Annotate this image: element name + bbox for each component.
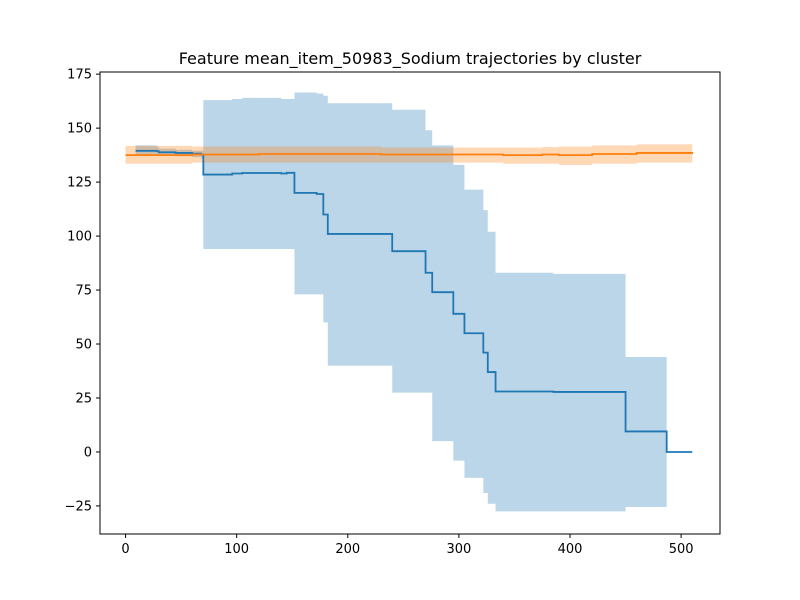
y-axis: −25 0 25 50 75 100 125 150 175 [65, 68, 100, 514]
x-tick-label: 100 [224, 542, 249, 557]
y-tick-label: 75 [75, 284, 92, 299]
y-tick-label: 25 [75, 391, 92, 406]
x-tick-label: 0 [121, 542, 129, 557]
y-tick-label: 100 [67, 230, 92, 245]
x-tick-label: 300 [446, 542, 471, 557]
series-1-band [135, 92, 693, 512]
series-lines [125, 149, 694, 453]
y-tick-label: 50 [75, 338, 92, 353]
x-axis: 0 100 200 300 400 500 [121, 534, 694, 557]
x-tick-label: 500 [669, 542, 694, 557]
y-tick-label: −25 [65, 499, 92, 514]
x-tick-label: 400 [558, 542, 583, 557]
y-tick-label: 0 [84, 445, 92, 460]
y-tick-label: 175 [67, 68, 92, 83]
plot-frame [99, 71, 721, 535]
series-2-line [125, 152, 694, 157]
x-tick-label: 200 [335, 542, 360, 557]
y-tick-label: 125 [67, 176, 92, 191]
chart-title: Feature mean_item_50983_Sodium trajector… [179, 49, 642, 69]
y-tick-label: 150 [67, 122, 92, 137]
